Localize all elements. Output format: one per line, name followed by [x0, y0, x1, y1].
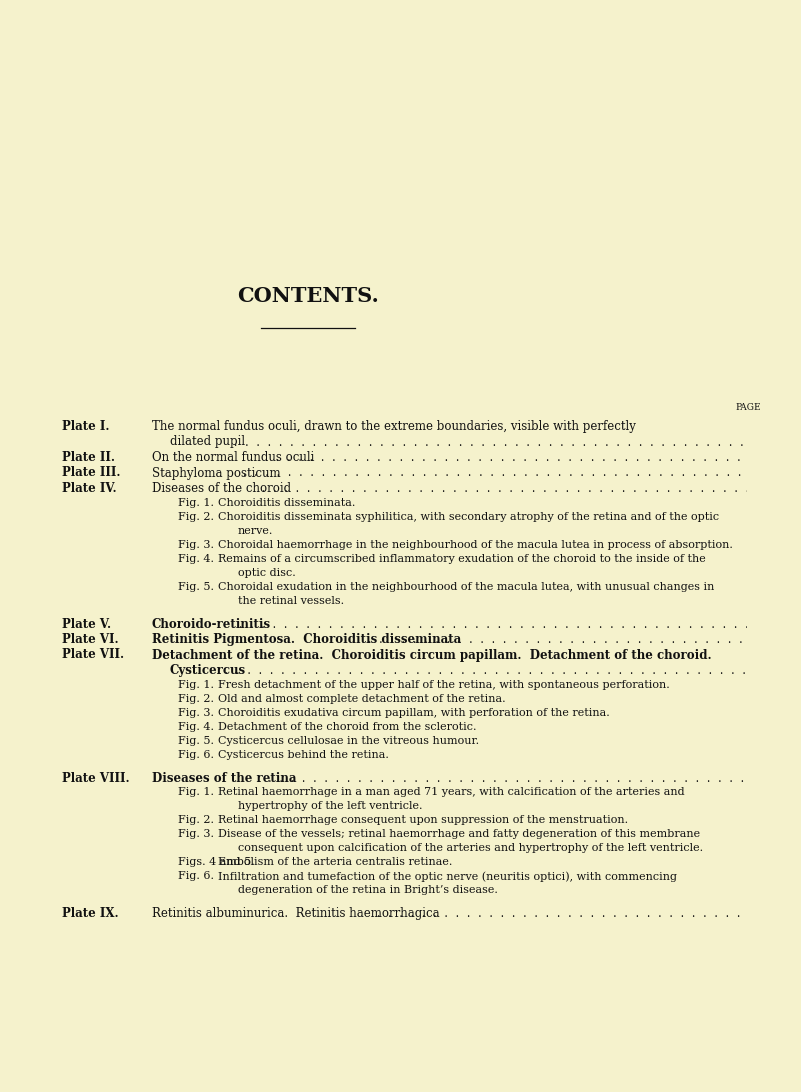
Text: Fig. 1.: Fig. 1.: [178, 787, 214, 797]
Text: Plate VII.: Plate VII.: [62, 649, 124, 662]
Text: Retinal haemorrhage consequent upon suppression of the menstruation.: Retinal haemorrhage consequent upon supp…: [218, 815, 628, 824]
Text: 14: 14: [747, 772, 762, 784]
Text: Retinitis Pigmentosa.  Choroiditis disseminata: Retinitis Pigmentosa. Choroiditis dissem…: [152, 633, 461, 646]
Text: Plate IV.: Plate IV.: [62, 482, 117, 495]
Text: Fig. 6.: Fig. 6.: [178, 749, 214, 760]
Text: Fig. 1.: Fig. 1.: [178, 679, 214, 689]
Text: 12: 12: [747, 664, 762, 677]
Text: Choroiditis disseminata syphilitica, with secondary atrophy of the retina and of: Choroiditis disseminata syphilitica, wit…: [218, 511, 719, 522]
Text: Detachment of the choroid from the sclerotic.: Detachment of the choroid from the scler…: [218, 722, 477, 732]
Text: Cysticercus cellulosae in the vitreous humour.: Cysticercus cellulosae in the vitreous h…: [218, 736, 479, 746]
Text: Retinal haemorrhage in a man aged 71 years, with calcification of the arteries a: Retinal haemorrhage in a man aged 71 yea…: [218, 787, 685, 797]
Bar: [747, 435, 801, 452]
Text: Disease of the vessels; retinal haemorrhage and fatty degeneration of this membr: Disease of the vessels; retinal haemorrh…: [218, 829, 700, 839]
Text: Fig. 5.: Fig. 5.: [178, 582, 214, 592]
Text: hypertrophy of the left ventricle.: hypertrophy of the left ventricle.: [238, 802, 422, 811]
Text: The normal fundus oculi, drawn to the extreme boundaries, visible with perfectly: The normal fundus oculi, drawn to the ex…: [152, 420, 636, 434]
Text: 10: 10: [747, 633, 762, 646]
Text: Fig. 1.: Fig. 1.: [178, 498, 214, 508]
Text: Plate IX.: Plate IX.: [62, 907, 119, 919]
Bar: [747, 771, 801, 788]
Text: Diseases of the choroid: Diseases of the choroid: [152, 482, 291, 495]
Text: Fig. 2.: Fig. 2.: [178, 815, 214, 824]
Text: optic disc.: optic disc.: [238, 568, 296, 578]
Text: nerve.: nerve.: [238, 525, 273, 535]
Text: Fig. 6.: Fig. 6.: [178, 871, 214, 881]
Text: Choroido-retinitis: Choroido-retinitis: [152, 617, 271, 630]
Text: 17: 17: [747, 907, 762, 919]
Text: 1: 1: [755, 436, 762, 449]
Text: Plate VIII.: Plate VIII.: [62, 772, 130, 784]
Bar: [747, 450, 801, 467]
Bar: [747, 617, 801, 634]
Text: Detachment of the retina.  Choroiditis circum papillam.  Detachment of the choro: Detachment of the retina. Choroiditis ci…: [152, 649, 711, 662]
Text: Plate III.: Plate III.: [62, 466, 120, 479]
Text: Fresh detachment of the upper half of the retina, with spontaneous perforation.: Fresh detachment of the upper half of th…: [218, 679, 670, 689]
Text: Plate I.: Plate I.: [62, 420, 110, 434]
Text: 8: 8: [755, 617, 762, 630]
Text: .  .  .  .  .  .  .  .  .  .  .  .  .  .  .  .  .  .  .  .  .  .  .  .  .  .  . : . . . . . . . . . . . . . . . . . . . . …: [258, 482, 801, 495]
Text: consequent upon calcification of the arteries and hypertrophy of the left ventri: consequent upon calcification of the art…: [238, 843, 703, 853]
Text: 4: 4: [755, 466, 762, 479]
Bar: [747, 906, 801, 924]
Text: Figs. 4 and 5.: Figs. 4 and 5.: [178, 857, 255, 867]
Text: Diseases of the retina: Diseases of the retina: [152, 772, 296, 784]
Text: Fig. 5.: Fig. 5.: [178, 736, 214, 746]
Text: Choroidal exudation in the neighbourhood of the macula lutea, with unusual chang: Choroidal exudation in the neighbourhood…: [218, 582, 714, 592]
Text: Fig. 3.: Fig. 3.: [178, 829, 214, 839]
Text: Fig. 2.: Fig. 2.: [178, 511, 214, 522]
Text: degeneration of the retina in Bright’s disease.: degeneration of the retina in Bright’s d…: [238, 885, 498, 895]
Text: 6: 6: [755, 482, 762, 495]
Text: Remains of a circumscribed inflammatory exudation of the choroid to the inside o: Remains of a circumscribed inflammatory …: [218, 554, 706, 563]
Text: Fig. 2.: Fig. 2.: [178, 693, 214, 703]
Bar: [747, 663, 801, 680]
Text: Cysticercus: Cysticercus: [170, 664, 246, 677]
Text: Embolism of the arteria centralis retinae.: Embolism of the arteria centralis retina…: [218, 857, 453, 867]
Text: .  .  .  .  .  .  .  .  .  .  .  .  .  .  .  .  .  .  .  .  .  .  .  .  .  .  . : . . . . . . . . . . . . . . . . . . . . …: [230, 436, 801, 449]
Text: .  .  .  .  .  .  .  .  .  .  .  .  .  .  .  .  .  .  .  .  .  .  .  .  .  .  . : . . . . . . . . . . . . . . . . . . . . …: [220, 664, 801, 677]
Text: Fig. 3.: Fig. 3.: [178, 708, 214, 717]
Text: Cysticercus behind the retina.: Cysticercus behind the retina.: [218, 749, 388, 760]
Text: On the normal fundus oculi: On the normal fundus oculi: [152, 451, 314, 464]
Bar: [747, 480, 801, 499]
Text: .  .  .  .  .  .  .  .  .  .  .  .  .  .  .  .  .  .  .  .  .  .  .  .  .  .  . : . . . . . . . . . . . . . . . . . . . . …: [253, 772, 801, 784]
Text: Old and almost complete detachment of the retina.: Old and almost complete detachment of th…: [218, 693, 505, 703]
Text: Choroiditis disseminata.: Choroiditis disseminata.: [218, 498, 356, 508]
Text: Choroidal haemorrhage in the neighbourhood of the macula lutea in process of abs: Choroidal haemorrhage in the neighbourho…: [218, 539, 733, 549]
Text: Staphyloma posticum: Staphyloma posticum: [152, 466, 280, 479]
Bar: [747, 465, 801, 483]
Bar: [747, 632, 801, 650]
Text: Plate VI.: Plate VI.: [62, 633, 119, 646]
Text: .  .  .  .  .  .  .  .  .  .  .  .  .  .  .  .  .  .  .  .  .  .  .  .  .  .  . : . . . . . . . . . . . . . . . . . . . . …: [272, 451, 801, 464]
Text: .  .  .  .  .  .  .  .  .  .  .  .  .  .  .  .  .  .  .  .  .  .  .  .  .  .  . : . . . . . . . . . . . . . . . . . . . . …: [364, 633, 801, 646]
Text: Plate II.: Plate II.: [62, 451, 115, 464]
Text: Fig. 4.: Fig. 4.: [178, 722, 214, 732]
Text: PAGE: PAGE: [735, 403, 761, 412]
Text: dilated pupil: dilated pupil: [170, 436, 245, 449]
Text: 2: 2: [755, 451, 762, 464]
Text: Plate V.: Plate V.: [62, 617, 111, 630]
Text: .  .  .  .  .  .  .  .  .  .  .  .  .  .  .  .  .  .  .  .  .  .  .  .  .  .  . : . . . . . . . . . . . . . . . . . . . . …: [372, 907, 801, 919]
Text: Choroiditis exudativa circum papillam, with perforation of the retina.: Choroiditis exudativa circum papillam, w…: [218, 708, 610, 717]
Text: .  .  .  .  .  .  .  .  .  .  .  .  .  .  .  .  .  .  .  .  .  .  .  .  .  .  . : . . . . . . . . . . . . . . . . . . . . …: [239, 466, 801, 479]
Text: .  .  .  .  .  .  .  .  .  .  .  .  .  .  .  .  .  .  .  .  .  .  .  .  .  .  . : . . . . . . . . . . . . . . . . . . . . …: [235, 617, 801, 630]
Text: the retinal vessels.: the retinal vessels.: [238, 595, 344, 605]
Text: Infiltration and tumefaction of the optic nerve (neuritis optici), with commenci: Infiltration and tumefaction of the opti…: [218, 871, 677, 881]
Text: Fig. 3.: Fig. 3.: [178, 539, 214, 549]
Text: Fig. 4.: Fig. 4.: [178, 554, 214, 563]
Text: CONTENTS.: CONTENTS.: [237, 286, 379, 306]
Text: Retinitis albuminurica.  Retinitis haemorrhagica: Retinitis albuminurica. Retinitis haemor…: [152, 907, 440, 919]
